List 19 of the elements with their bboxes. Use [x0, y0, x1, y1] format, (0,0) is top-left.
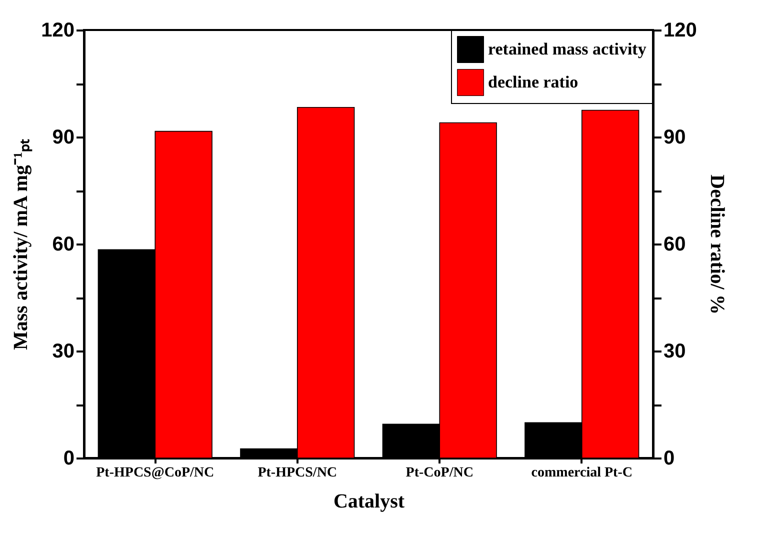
y-axis-title: Mass activity/ mA mg⁻¹ₚₜ [10, 139, 34, 350]
y-tick-label: 60 [52, 234, 74, 256]
y-tick-label: 120 [41, 20, 74, 42]
y2-tick-label: 0 [664, 448, 675, 470]
x-tick-label: Pt-HPCS/NC [258, 466, 338, 480]
legend-label: retained mass activity [488, 40, 647, 58]
y2-tick-label: 30 [664, 340, 686, 362]
y-tick-label: 30 [52, 340, 74, 362]
x-tick-label: Pt-HPCS@CoP/NC [96, 466, 214, 480]
y2-tick-label: 120 [664, 20, 697, 42]
y2-tick-label: 60 [664, 234, 686, 256]
y-tick-label: 90 [52, 126, 74, 148]
legend-label: decline ratio [488, 72, 578, 92]
y-tick-label: 0 [63, 448, 74, 470]
x-tick-label: commercial Pt-C [531, 466, 632, 480]
y2-tick-label: 90 [664, 126, 686, 148]
x-tick-label: Pt-CoP/NC [406, 466, 474, 480]
x-axis-title: Catalyst [333, 490, 405, 512]
y2-axis-title: Decline ratio/ % [706, 174, 728, 314]
